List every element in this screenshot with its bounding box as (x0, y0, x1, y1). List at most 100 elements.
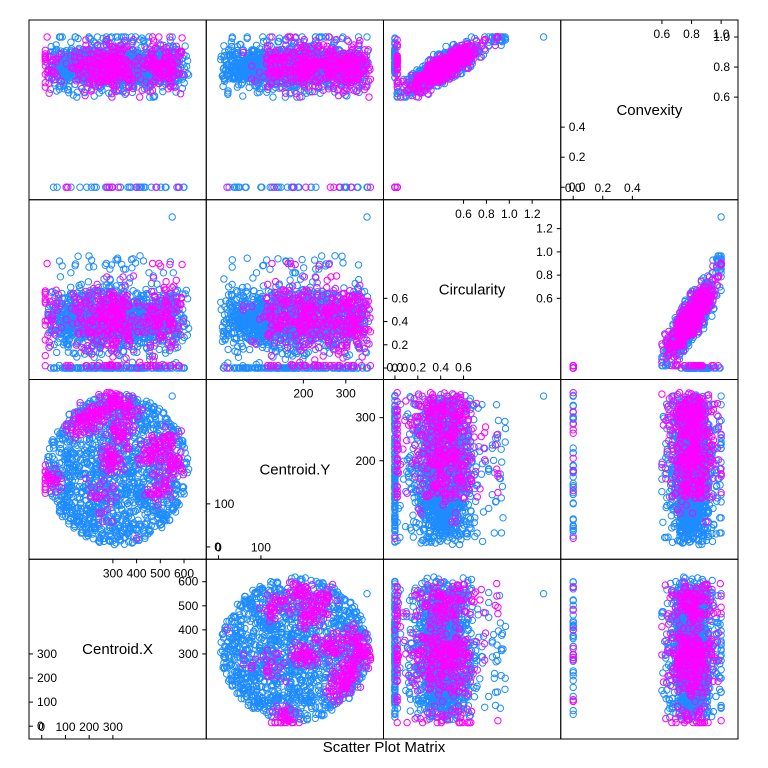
point-group-a (243, 34, 251, 43)
point-group-b (307, 45, 315, 53)
point-group-b (363, 83, 371, 91)
point-group-b (168, 49, 177, 57)
point-group-b (239, 48, 247, 57)
point-group-b (282, 41, 290, 49)
point-group-b (272, 68, 281, 77)
point-group-b (334, 91, 343, 100)
point-group-b (333, 55, 341, 63)
point-group-b (347, 75, 355, 84)
point-group-a (119, 88, 127, 96)
point-group-a (76, 183, 84, 191)
point-group-b (330, 72, 339, 81)
point-group-a (220, 64, 228, 72)
point-group-a (60, 85, 68, 93)
point-group-a (224, 46, 233, 54)
point-group-a (340, 183, 348, 191)
point-group-b (283, 79, 292, 88)
point-group-b (41, 46, 49, 54)
point-group-a (259, 33, 267, 41)
point-group-a (227, 38, 236, 46)
point-group-b (45, 89, 53, 97)
point-group-a (121, 90, 129, 99)
point-group-b (344, 63, 352, 72)
point-group-b (111, 43, 119, 51)
point-group-a (183, 57, 192, 65)
point-group-b (145, 54, 153, 63)
point-group-b (79, 73, 88, 82)
point-group-b (114, 51, 122, 59)
point-group-b (352, 59, 361, 67)
point-group-b (129, 46, 137, 54)
point-group-b (267, 54, 275, 63)
point-group-b (319, 86, 327, 94)
point-group-a (228, 63, 236, 71)
point-group-b (62, 59, 70, 68)
point-group-a (316, 33, 324, 41)
point-group-a (488, 33, 496, 41)
point-group-a (344, 37, 353, 46)
point-group-a (161, 183, 170, 191)
point-group-b (307, 74, 315, 83)
point-group-b (98, 66, 106, 74)
point-group-b (87, 69, 95, 77)
point-group-b (315, 61, 323, 69)
point-group-b (304, 54, 312, 63)
point-group-b (158, 73, 167, 81)
point-group-b (45, 79, 53, 88)
point-group-a (363, 183, 371, 191)
point-group-a (255, 88, 263, 96)
panel-points-Centroid.X-vs-Convexity (41, 33, 193, 191)
point-group-b (259, 73, 267, 81)
point-group-b (43, 33, 51, 41)
panel-points-Circularity-vs-Convexity (391, 33, 548, 191)
point-group-b (78, 84, 86, 93)
point-group-a (95, 89, 104, 97)
point-group-b (356, 55, 365, 63)
point-group-b (87, 87, 95, 95)
point-group-b (299, 78, 308, 86)
point-group-b (66, 52, 75, 60)
point-group-b (87, 49, 95, 58)
point-group-b (358, 81, 366, 89)
point-group-b (176, 90, 185, 98)
point-group-b (332, 36, 341, 44)
point-group-b (330, 77, 338, 85)
point-group-b (268, 68, 276, 76)
point-group-a (226, 75, 234, 83)
point-group-b (142, 61, 150, 69)
point-group-b (300, 35, 308, 44)
panel-points-Centroid.Y-vs-Convexity (217, 33, 375, 191)
point-group-b (136, 93, 144, 101)
point-group-b (366, 66, 374, 74)
point-group-b (315, 41, 323, 50)
point-group-a (268, 183, 276, 191)
point-group-a (234, 81, 243, 89)
point-group-b (166, 82, 175, 91)
point-group-b (348, 183, 356, 191)
point-group-b (324, 85, 333, 93)
point-group-b (41, 50, 49, 58)
point-group-b (364, 46, 372, 54)
point-group-b (353, 60, 361, 69)
point-group-b (297, 53, 305, 61)
point-group-b (105, 76, 114, 85)
point-group-b (129, 84, 137, 93)
point-group-a (442, 42, 450, 51)
point-group-a (228, 34, 236, 42)
point-group-a (157, 183, 165, 191)
point-group-a (101, 37, 110, 46)
point-group-a (180, 183, 188, 191)
point-group-b (118, 64, 127, 73)
point-group-b (292, 77, 300, 86)
point-group-b (142, 45, 150, 53)
point-group-a (64, 86, 73, 94)
point-group-b (85, 55, 94, 63)
point-group-a (266, 33, 274, 41)
point-group-b (313, 78, 321, 86)
point-group-b (82, 36, 90, 44)
point-group-a (183, 69, 192, 78)
point-group-b (49, 56, 57, 65)
point-group-b (49, 68, 57, 76)
point-group-b (314, 42, 322, 51)
